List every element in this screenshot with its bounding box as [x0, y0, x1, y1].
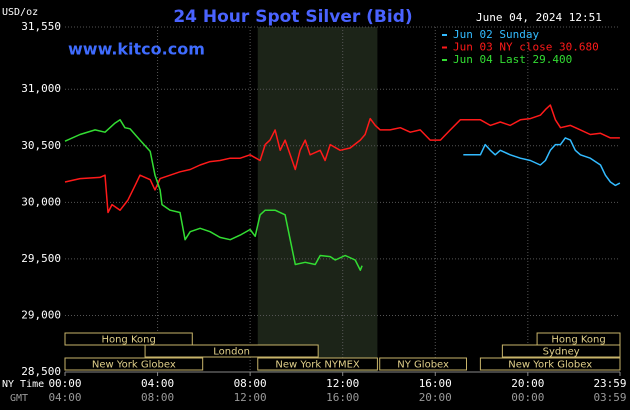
session-box	[64, 332, 193, 346]
session-box	[64, 357, 204, 371]
y-tick-label: 29,500	[21, 252, 61, 265]
series-line	[463, 137, 621, 187]
x2-tick-label: 16:00	[326, 391, 359, 404]
y-tick-label: 28,500	[21, 365, 61, 378]
series-line	[64, 119, 363, 271]
session-box	[379, 357, 468, 371]
timestamp: June 04, 2024 12:51	[476, 11, 602, 24]
session-label: London	[213, 347, 250, 358]
x2-tick-label: 12:00	[234, 391, 267, 404]
session-label: New York Globex	[92, 360, 176, 371]
session-box	[144, 344, 319, 358]
session-label: Hong Kong	[101, 335, 155, 346]
x-tick-label: 20:00	[511, 377, 544, 390]
y-tick-label: 31,000	[21, 82, 61, 95]
y-tick-label: 30,000	[21, 195, 61, 208]
x-tick-label: 16:00	[419, 377, 452, 390]
y-tick-label: 30,500	[21, 139, 61, 152]
x-tick-label: 00:00	[48, 377, 81, 390]
x-axis-label: NY Time	[2, 379, 44, 390]
session-label: New York Globex	[508, 360, 592, 371]
session-box	[257, 357, 378, 371]
chart-title: 24 Hour Spot Silver (Bid)	[173, 7, 412, 27]
y-tick-label: 29,000	[21, 308, 61, 321]
session-box	[479, 357, 621, 371]
session-label: New York NYMEX	[275, 360, 360, 371]
legend-label: Jun 04 Last 29.400	[453, 53, 572, 66]
y-axis-label: USD/oz	[2, 7, 38, 18]
x2-tick-label: 20:00	[419, 391, 452, 404]
legend-label: Jun 02 Sunday	[453, 28, 539, 41]
x2-axis-label: GMT	[10, 393, 28, 404]
session-box	[501, 344, 621, 358]
x-tick-label: 12:00	[326, 377, 359, 390]
y-tick-label: 31,550	[21, 20, 61, 33]
watermark: www.kitco.com	[68, 40, 205, 59]
session-shade	[257, 27, 378, 372]
session-label: NY Globex	[397, 360, 449, 371]
legend-label: Jun 03 NY close 30.680	[453, 41, 599, 54]
x2-tick-label: 04:00	[48, 391, 81, 404]
session-label: Hong Kong	[551, 335, 605, 346]
x2-tick-label: 00:00	[511, 391, 544, 404]
x2-tick-label: 03:59	[593, 391, 626, 404]
x-tick-label: 23:59	[593, 377, 626, 390]
x2-tick-label: 08:00	[141, 391, 174, 404]
session-label: Sydney	[543, 347, 580, 358]
series-line	[64, 104, 620, 214]
x-tick-label: 08:00	[234, 377, 267, 390]
x-tick-label: 04:00	[141, 377, 174, 390]
